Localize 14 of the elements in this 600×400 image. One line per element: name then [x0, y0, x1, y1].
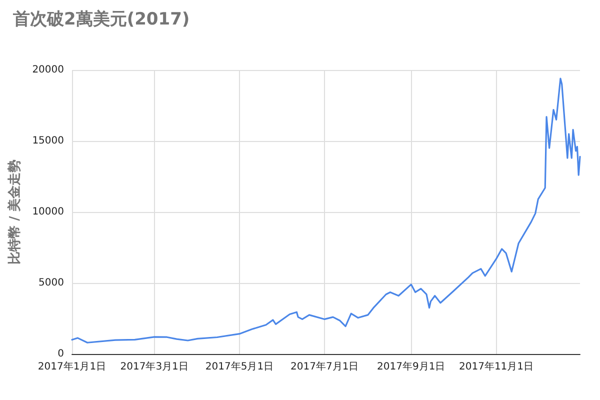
y-axis-title: 比特幣 / 美金走勢 [6, 160, 22, 264]
chart-title: 首次破2萬美元(2017) [12, 10, 190, 30]
line-series [71, 78, 581, 344]
y-tick-label: 5000 [38, 278, 64, 288]
y-tick-label: 20000 [32, 64, 64, 76]
x-tick-label: 2017年1月1日 [38, 360, 106, 372]
x-tick-label: 2017年9月1日 [377, 360, 446, 372]
x-tick-label: 2017年5月1日 [205, 360, 274, 372]
x-tick-label: 2017年3月1日 [120, 360, 188, 372]
x-tick-label: 2017年7月1日 [290, 360, 359, 372]
x-tick-label: 2017年11月1日 [458, 360, 534, 372]
y-tick-label: 0 [58, 348, 64, 360]
y-tick-label: 15000 [32, 136, 64, 146]
y-tick-label: 10000 [32, 206, 64, 218]
